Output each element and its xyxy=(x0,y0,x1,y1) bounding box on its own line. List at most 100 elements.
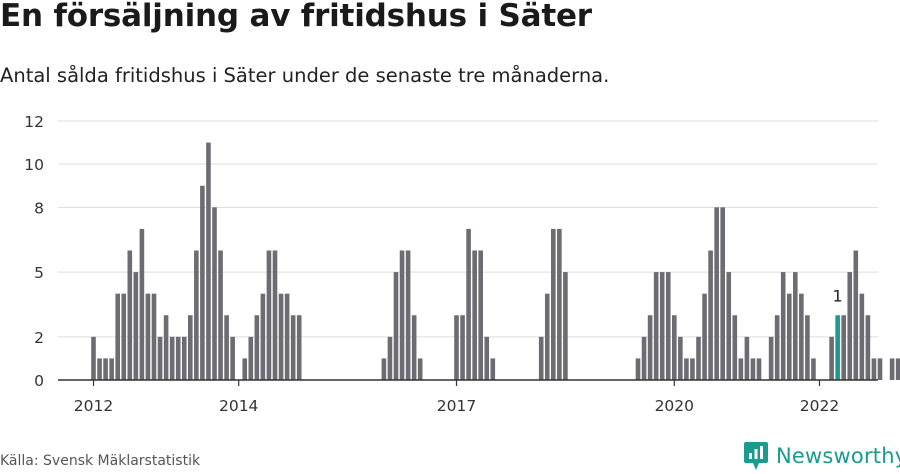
bar xyxy=(460,315,465,380)
bar xyxy=(399,250,405,380)
bar xyxy=(653,272,659,380)
bar xyxy=(242,358,248,380)
bar xyxy=(756,358,762,380)
bar xyxy=(895,358,900,380)
bar xyxy=(847,272,853,380)
y-tick-label: 5 xyxy=(34,264,44,282)
y-tick-label: 12 xyxy=(24,113,44,131)
bar xyxy=(738,358,744,380)
bar xyxy=(127,250,133,380)
bar xyxy=(145,293,151,380)
bar xyxy=(121,293,127,380)
bar xyxy=(720,207,725,380)
bar xyxy=(708,250,713,380)
bar xyxy=(296,315,302,380)
bar xyxy=(224,315,229,380)
bar xyxy=(659,272,665,380)
bar xyxy=(103,358,108,380)
brand-name: Newsworthy xyxy=(776,444,900,468)
bar xyxy=(726,272,732,380)
bar xyxy=(557,228,562,380)
bar xyxy=(272,250,278,380)
bar xyxy=(163,315,169,380)
bar xyxy=(665,272,671,380)
bar xyxy=(454,315,459,380)
bar xyxy=(91,336,96,380)
bar xyxy=(811,358,816,380)
bar xyxy=(212,207,217,380)
bar xyxy=(889,358,895,380)
bar xyxy=(266,250,272,380)
bar xyxy=(563,272,568,380)
newsworthy-logo: Newsworthy xyxy=(744,440,900,472)
bar xyxy=(647,315,653,380)
bar xyxy=(490,358,496,380)
bar xyxy=(684,358,689,380)
bar xyxy=(768,336,774,380)
bar xyxy=(538,336,544,380)
bar xyxy=(169,336,175,380)
source-note: Källa: Svensk Mäklarstatistik xyxy=(0,453,201,469)
bar xyxy=(841,315,846,380)
bar xyxy=(254,315,260,380)
bar xyxy=(472,250,477,380)
chart-title: En försäljning av fritidshus i Säter xyxy=(0,0,592,34)
bar xyxy=(672,315,677,380)
x-tick-label: 2020 xyxy=(655,397,694,415)
bar xyxy=(151,293,157,380)
bar xyxy=(544,293,550,380)
highlight-bar xyxy=(835,315,840,380)
bar xyxy=(411,315,417,380)
bar xyxy=(200,185,205,380)
bar xyxy=(278,293,284,380)
bar xyxy=(97,358,102,380)
bar xyxy=(115,293,120,380)
y-tick-label: 2 xyxy=(34,329,44,347)
bar xyxy=(799,293,804,380)
y-tick-label: 0 xyxy=(34,372,44,390)
y-tick-label: 8 xyxy=(34,199,44,217)
newsworthy-icon xyxy=(744,442,768,470)
bar xyxy=(206,142,211,380)
bar xyxy=(381,358,387,380)
bar xyxy=(786,293,792,380)
bar xyxy=(218,250,223,380)
bar xyxy=(744,336,750,380)
bar xyxy=(194,250,199,380)
bar xyxy=(750,358,756,380)
bar xyxy=(780,272,786,380)
bar xyxy=(732,315,738,380)
bar xyxy=(859,293,865,380)
bar xyxy=(175,336,181,380)
bar xyxy=(714,207,719,380)
bar xyxy=(853,250,859,380)
bar xyxy=(290,315,296,380)
bar xyxy=(678,336,683,380)
bar xyxy=(702,293,707,380)
x-tick-label: 2014 xyxy=(219,397,258,415)
highlight-value-label: 1 xyxy=(833,286,843,305)
bar xyxy=(181,336,187,380)
bar xyxy=(260,293,266,380)
bar xyxy=(478,250,483,380)
bar xyxy=(793,272,798,380)
bar xyxy=(284,293,290,380)
bar xyxy=(774,315,780,380)
bar xyxy=(641,336,647,380)
bar xyxy=(139,228,145,380)
bar xyxy=(188,315,193,380)
bar xyxy=(248,336,254,380)
bar xyxy=(109,358,114,380)
bar xyxy=(230,336,235,380)
bar xyxy=(696,336,701,380)
bar xyxy=(417,358,423,380)
bar xyxy=(877,358,883,380)
bar xyxy=(635,358,641,380)
bar xyxy=(551,228,556,380)
bar xyxy=(871,358,877,380)
bar xyxy=(865,315,871,380)
bar xyxy=(484,336,490,380)
x-tick-label: 2022 xyxy=(800,397,839,415)
x-tick-label: 2012 xyxy=(74,397,113,415)
